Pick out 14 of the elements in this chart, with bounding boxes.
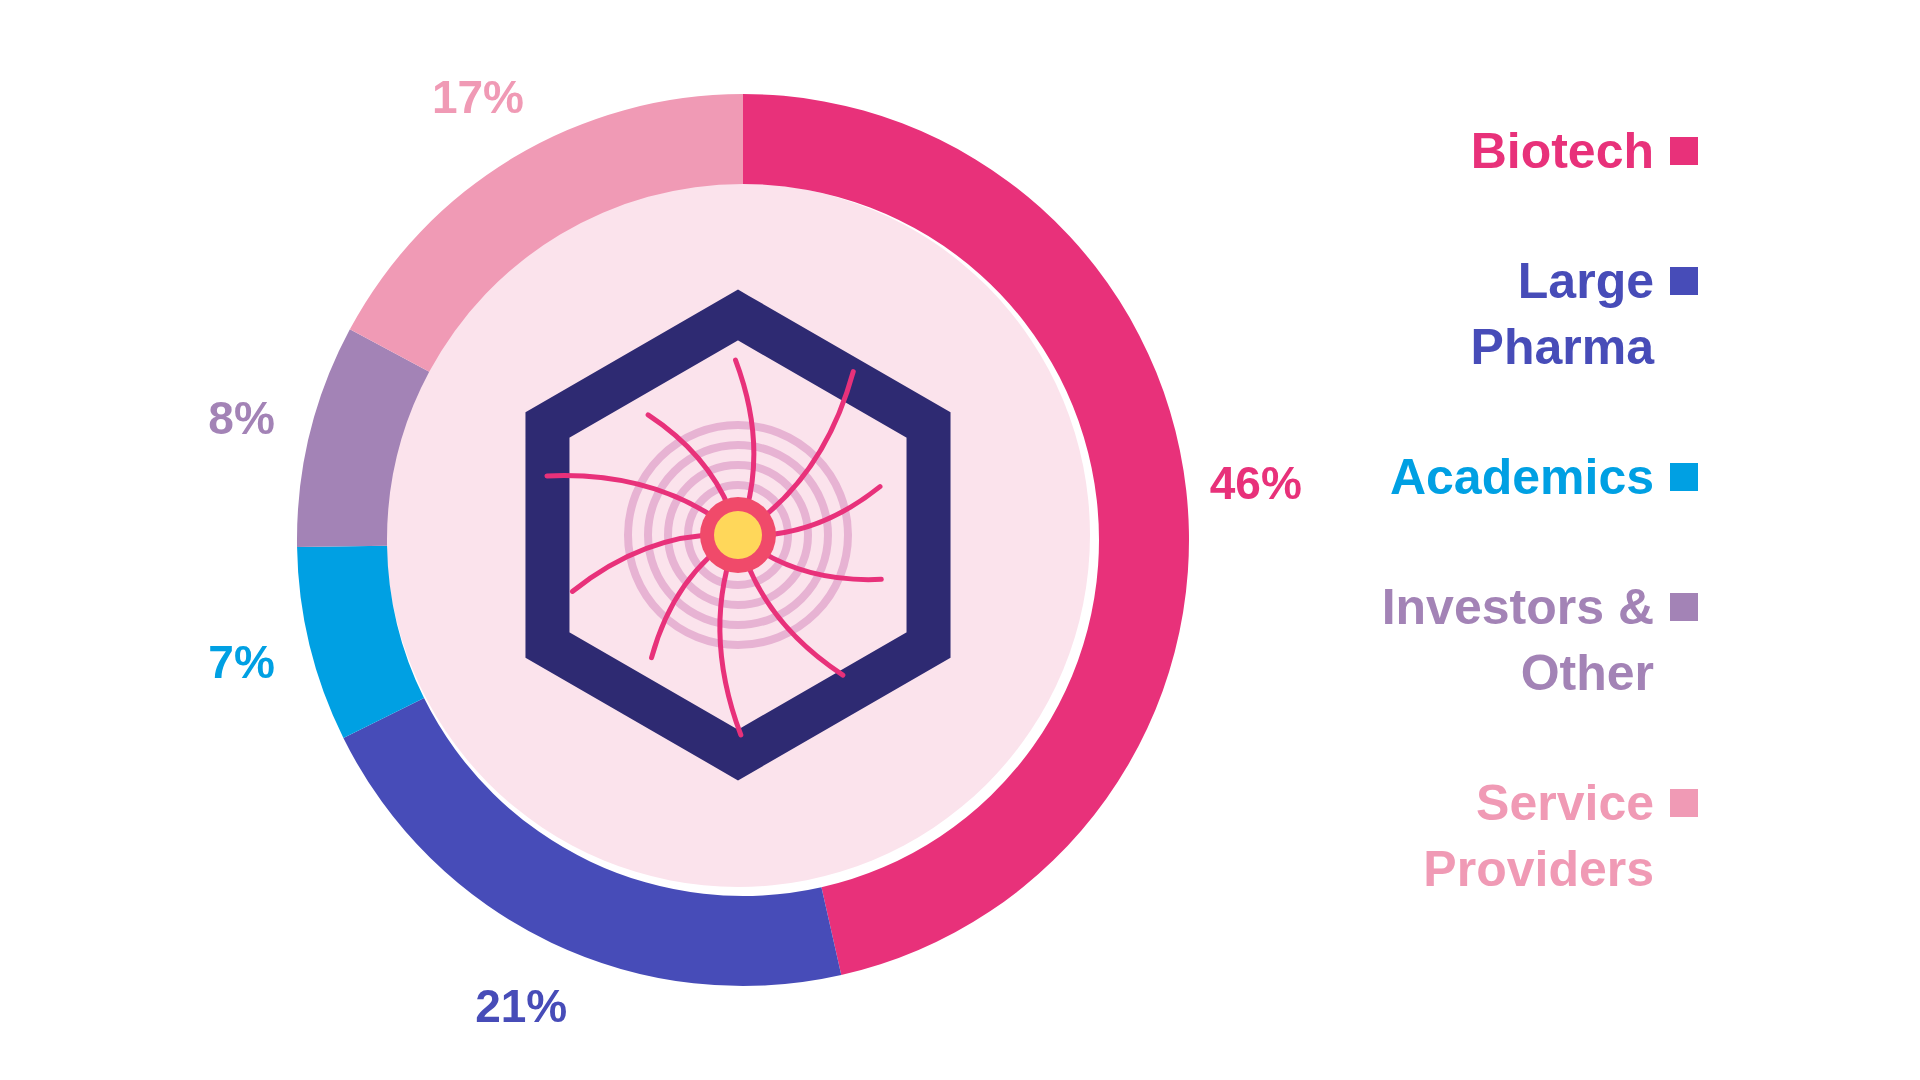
legend-label: Investors & Other (1380, 578, 1654, 703)
data-label: 17% (431, 71, 524, 124)
data-label: 7% (208, 635, 275, 688)
legend-label: Biotech (1470, 122, 1654, 181)
data-label: 21% (475, 979, 568, 1032)
legend-label: Service Providers (1422, 774, 1654, 899)
data-label: 8% (208, 392, 275, 445)
donut-slice (743, 94, 1189, 976)
legend-label: Large Pharma (1469, 252, 1654, 377)
legend-label: Academics (1389, 448, 1654, 507)
donut-slice (297, 545, 425, 739)
data-label: 46% (1209, 456, 1302, 509)
donut-slice (297, 329, 430, 548)
donut-slice (343, 698, 842, 986)
